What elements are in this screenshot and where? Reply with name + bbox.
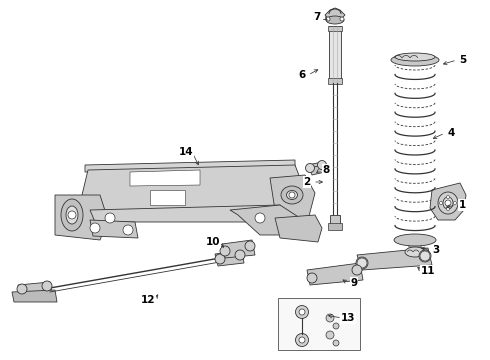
Circle shape	[68, 211, 76, 219]
Ellipse shape	[326, 16, 344, 24]
Circle shape	[299, 309, 305, 315]
Circle shape	[326, 331, 334, 339]
Text: 4: 4	[447, 128, 455, 138]
Text: 5: 5	[460, 55, 466, 65]
Text: 2: 2	[303, 177, 311, 187]
Polygon shape	[275, 215, 322, 242]
Polygon shape	[408, 242, 422, 252]
Polygon shape	[90, 205, 285, 222]
Ellipse shape	[66, 206, 78, 224]
Circle shape	[105, 213, 115, 223]
Circle shape	[17, 284, 27, 294]
Circle shape	[295, 333, 309, 346]
Circle shape	[446, 195, 449, 198]
Circle shape	[245, 241, 255, 251]
Circle shape	[333, 340, 339, 346]
Ellipse shape	[443, 197, 453, 209]
Polygon shape	[270, 175, 315, 220]
Circle shape	[333, 323, 339, 329]
Circle shape	[123, 225, 133, 235]
Circle shape	[90, 223, 100, 233]
Circle shape	[326, 17, 330, 21]
Polygon shape	[18, 282, 52, 294]
Polygon shape	[328, 26, 342, 31]
Ellipse shape	[438, 192, 458, 214]
Text: 1: 1	[458, 200, 466, 210]
Text: 3: 3	[432, 245, 440, 255]
Text: 13: 13	[341, 313, 355, 323]
Circle shape	[220, 246, 230, 256]
Circle shape	[356, 257, 368, 269]
Text: 10: 10	[206, 237, 220, 247]
Polygon shape	[328, 78, 342, 84]
Ellipse shape	[394, 234, 436, 246]
Polygon shape	[328, 223, 342, 230]
Circle shape	[305, 163, 315, 172]
Ellipse shape	[357, 258, 367, 268]
Circle shape	[445, 200, 451, 206]
Circle shape	[446, 207, 449, 211]
Circle shape	[299, 337, 305, 343]
Text: 6: 6	[298, 70, 306, 80]
Polygon shape	[82, 165, 300, 215]
Polygon shape	[215, 250, 244, 266]
Text: 9: 9	[350, 278, 358, 288]
Circle shape	[419, 250, 431, 262]
Polygon shape	[329, 26, 341, 83]
Circle shape	[352, 265, 362, 275]
Circle shape	[235, 250, 245, 260]
Circle shape	[440, 202, 442, 204]
Circle shape	[215, 254, 225, 264]
Polygon shape	[357, 248, 432, 270]
Polygon shape	[222, 240, 255, 258]
Circle shape	[340, 17, 344, 21]
Text: 8: 8	[322, 165, 330, 175]
Text: 14: 14	[179, 147, 194, 157]
Ellipse shape	[420, 251, 430, 261]
Ellipse shape	[395, 53, 435, 61]
Ellipse shape	[61, 199, 83, 231]
Polygon shape	[307, 263, 363, 285]
Polygon shape	[325, 8, 345, 20]
Polygon shape	[330, 215, 340, 225]
Text: 11: 11	[421, 266, 435, 276]
Ellipse shape	[281, 186, 303, 204]
Polygon shape	[130, 170, 200, 186]
Ellipse shape	[405, 247, 425, 257]
Text: 12: 12	[141, 295, 155, 305]
Circle shape	[289, 192, 295, 198]
Polygon shape	[12, 290, 57, 302]
Ellipse shape	[287, 190, 297, 199]
Circle shape	[42, 281, 52, 291]
FancyBboxPatch shape	[278, 298, 360, 350]
Polygon shape	[230, 205, 305, 235]
Ellipse shape	[391, 54, 439, 66]
Polygon shape	[430, 183, 466, 220]
Circle shape	[255, 213, 265, 223]
Circle shape	[295, 306, 309, 319]
Circle shape	[318, 161, 326, 170]
Text: 7: 7	[313, 12, 320, 22]
Polygon shape	[55, 195, 108, 240]
Circle shape	[326, 314, 334, 322]
Polygon shape	[90, 220, 138, 238]
Polygon shape	[150, 190, 185, 205]
Circle shape	[454, 202, 457, 204]
Polygon shape	[308, 162, 325, 175]
Circle shape	[307, 273, 317, 283]
Polygon shape	[85, 160, 295, 172]
